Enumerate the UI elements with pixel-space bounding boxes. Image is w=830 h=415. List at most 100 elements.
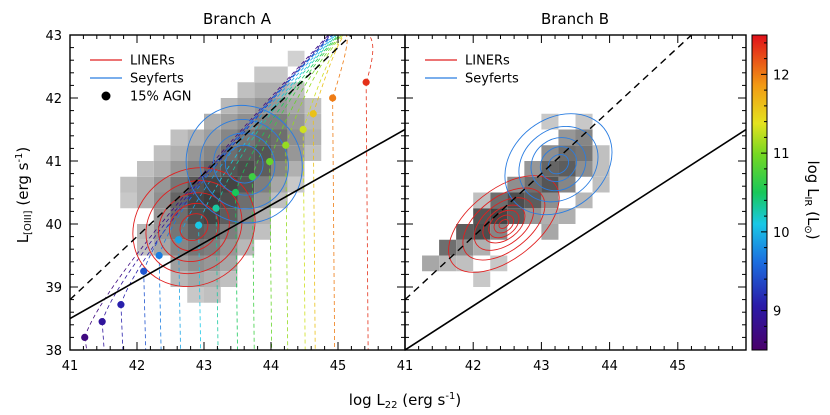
density-cell bbox=[187, 208, 204, 224]
density-cell bbox=[204, 192, 221, 209]
density-cell bbox=[220, 98, 238, 114]
seyfert-contour bbox=[224, 144, 264, 184]
density-cell bbox=[558, 145, 576, 161]
x-axis-label: log L22 (erg s-1) bbox=[349, 391, 461, 411]
density-cell bbox=[237, 82, 255, 98]
density-cell bbox=[170, 161, 188, 177]
model-track bbox=[312, 35, 345, 114]
axes-frame bbox=[404, 34, 747, 351]
density-cell bbox=[304, 145, 322, 161]
model-track bbox=[332, 97, 336, 350]
density-cell bbox=[187, 287, 204, 303]
model-track bbox=[198, 35, 336, 226]
density-cell bbox=[153, 176, 171, 193]
liner-contour bbox=[179, 213, 209, 242]
density-cell bbox=[558, 129, 576, 146]
model-track bbox=[235, 35, 339, 193]
density-cell bbox=[204, 208, 221, 224]
seyfert-contour bbox=[185, 104, 303, 224]
liner-contour bbox=[473, 197, 534, 251]
colorbar-tick-label: 11 bbox=[773, 147, 790, 162]
density-cell bbox=[439, 255, 457, 272]
density-cell bbox=[204, 129, 221, 146]
reference-lines-b bbox=[405, 35, 746, 350]
model-track bbox=[120, 304, 124, 350]
density-cell bbox=[287, 98, 305, 114]
x-tick-label: 44 bbox=[601, 359, 618, 374]
density-cell bbox=[575, 129, 593, 146]
x-tick-label: 43 bbox=[196, 359, 213, 374]
density-cell bbox=[137, 161, 154, 177]
x-tick-label: 42 bbox=[465, 359, 482, 374]
liner-contour bbox=[482, 204, 526, 244]
liner-contour bbox=[498, 219, 510, 229]
x-tick-label: 41 bbox=[62, 359, 79, 374]
density-cell bbox=[287, 113, 305, 130]
colorbar-scale bbox=[751, 34, 768, 351]
density-cell bbox=[456, 239, 474, 256]
liner-contour bbox=[158, 192, 230, 262]
seyfert-contour bbox=[199, 119, 289, 210]
density-cell bbox=[304, 129, 322, 146]
model-track bbox=[251, 176, 255, 350]
agn-point bbox=[117, 301, 125, 309]
colorbar-tick-label: 12 bbox=[773, 68, 790, 83]
dashed-demarcation-line bbox=[405, 35, 692, 301]
density-cell bbox=[237, 161, 255, 177]
seyfert-contour bbox=[547, 154, 570, 175]
density-cell bbox=[187, 129, 204, 146]
dashed-demarcation-line bbox=[70, 35, 352, 301]
density-cell bbox=[473, 208, 491, 224]
model-track bbox=[302, 35, 344, 130]
density-cell bbox=[271, 145, 288, 161]
density-cell bbox=[592, 145, 610, 161]
density-cell bbox=[220, 271, 238, 287]
density-cell bbox=[271, 66, 288, 83]
density-cell bbox=[473, 224, 491, 240]
density-cell bbox=[153, 161, 171, 177]
density-cell bbox=[575, 161, 593, 177]
density-cell bbox=[507, 192, 525, 209]
density-cell bbox=[541, 176, 559, 193]
model-track bbox=[269, 161, 273, 350]
density-cell bbox=[137, 224, 154, 240]
density-cell bbox=[271, 176, 288, 193]
density-cell bbox=[153, 192, 171, 209]
model-track bbox=[365, 82, 369, 350]
solid-demarcation-line bbox=[70, 128, 405, 320]
density-cell bbox=[541, 161, 559, 177]
density-cell bbox=[287, 145, 305, 161]
density-cell bbox=[271, 98, 288, 114]
liner-contour bbox=[145, 180, 243, 275]
seyfert-contour bbox=[539, 146, 578, 183]
agn-point bbox=[299, 125, 307, 134]
density-map-b bbox=[422, 113, 610, 287]
density-cell bbox=[558, 161, 576, 177]
density-cell bbox=[220, 239, 238, 256]
density-cell bbox=[304, 98, 322, 114]
model-track bbox=[143, 271, 147, 350]
density-cell bbox=[153, 145, 171, 161]
density-cell bbox=[490, 192, 508, 209]
density-cell bbox=[422, 255, 440, 272]
density-cell bbox=[541, 113, 559, 130]
density-cell bbox=[439, 239, 457, 256]
liner-contour bbox=[493, 214, 515, 234]
seyfert-contour bbox=[518, 125, 599, 203]
liner-contour bbox=[462, 187, 546, 261]
density-cell bbox=[237, 145, 255, 161]
model-track bbox=[346, 35, 374, 83]
legend-label: 15% AGN bbox=[130, 90, 192, 105]
agn-point bbox=[81, 333, 89, 341]
model-track bbox=[101, 321, 105, 350]
liner-contour bbox=[132, 167, 256, 288]
density-cell bbox=[473, 239, 491, 256]
agn-point bbox=[195, 221, 203, 229]
density-cell bbox=[220, 176, 238, 193]
colorbar-ticks: 9 10 11 12 bbox=[761, 42, 790, 343]
density-cell bbox=[170, 271, 188, 287]
y-tick-label: 42 bbox=[45, 92, 62, 107]
legend-label: Seyferts bbox=[465, 72, 519, 87]
density-cell bbox=[254, 113, 271, 130]
density-cell bbox=[204, 113, 221, 130]
